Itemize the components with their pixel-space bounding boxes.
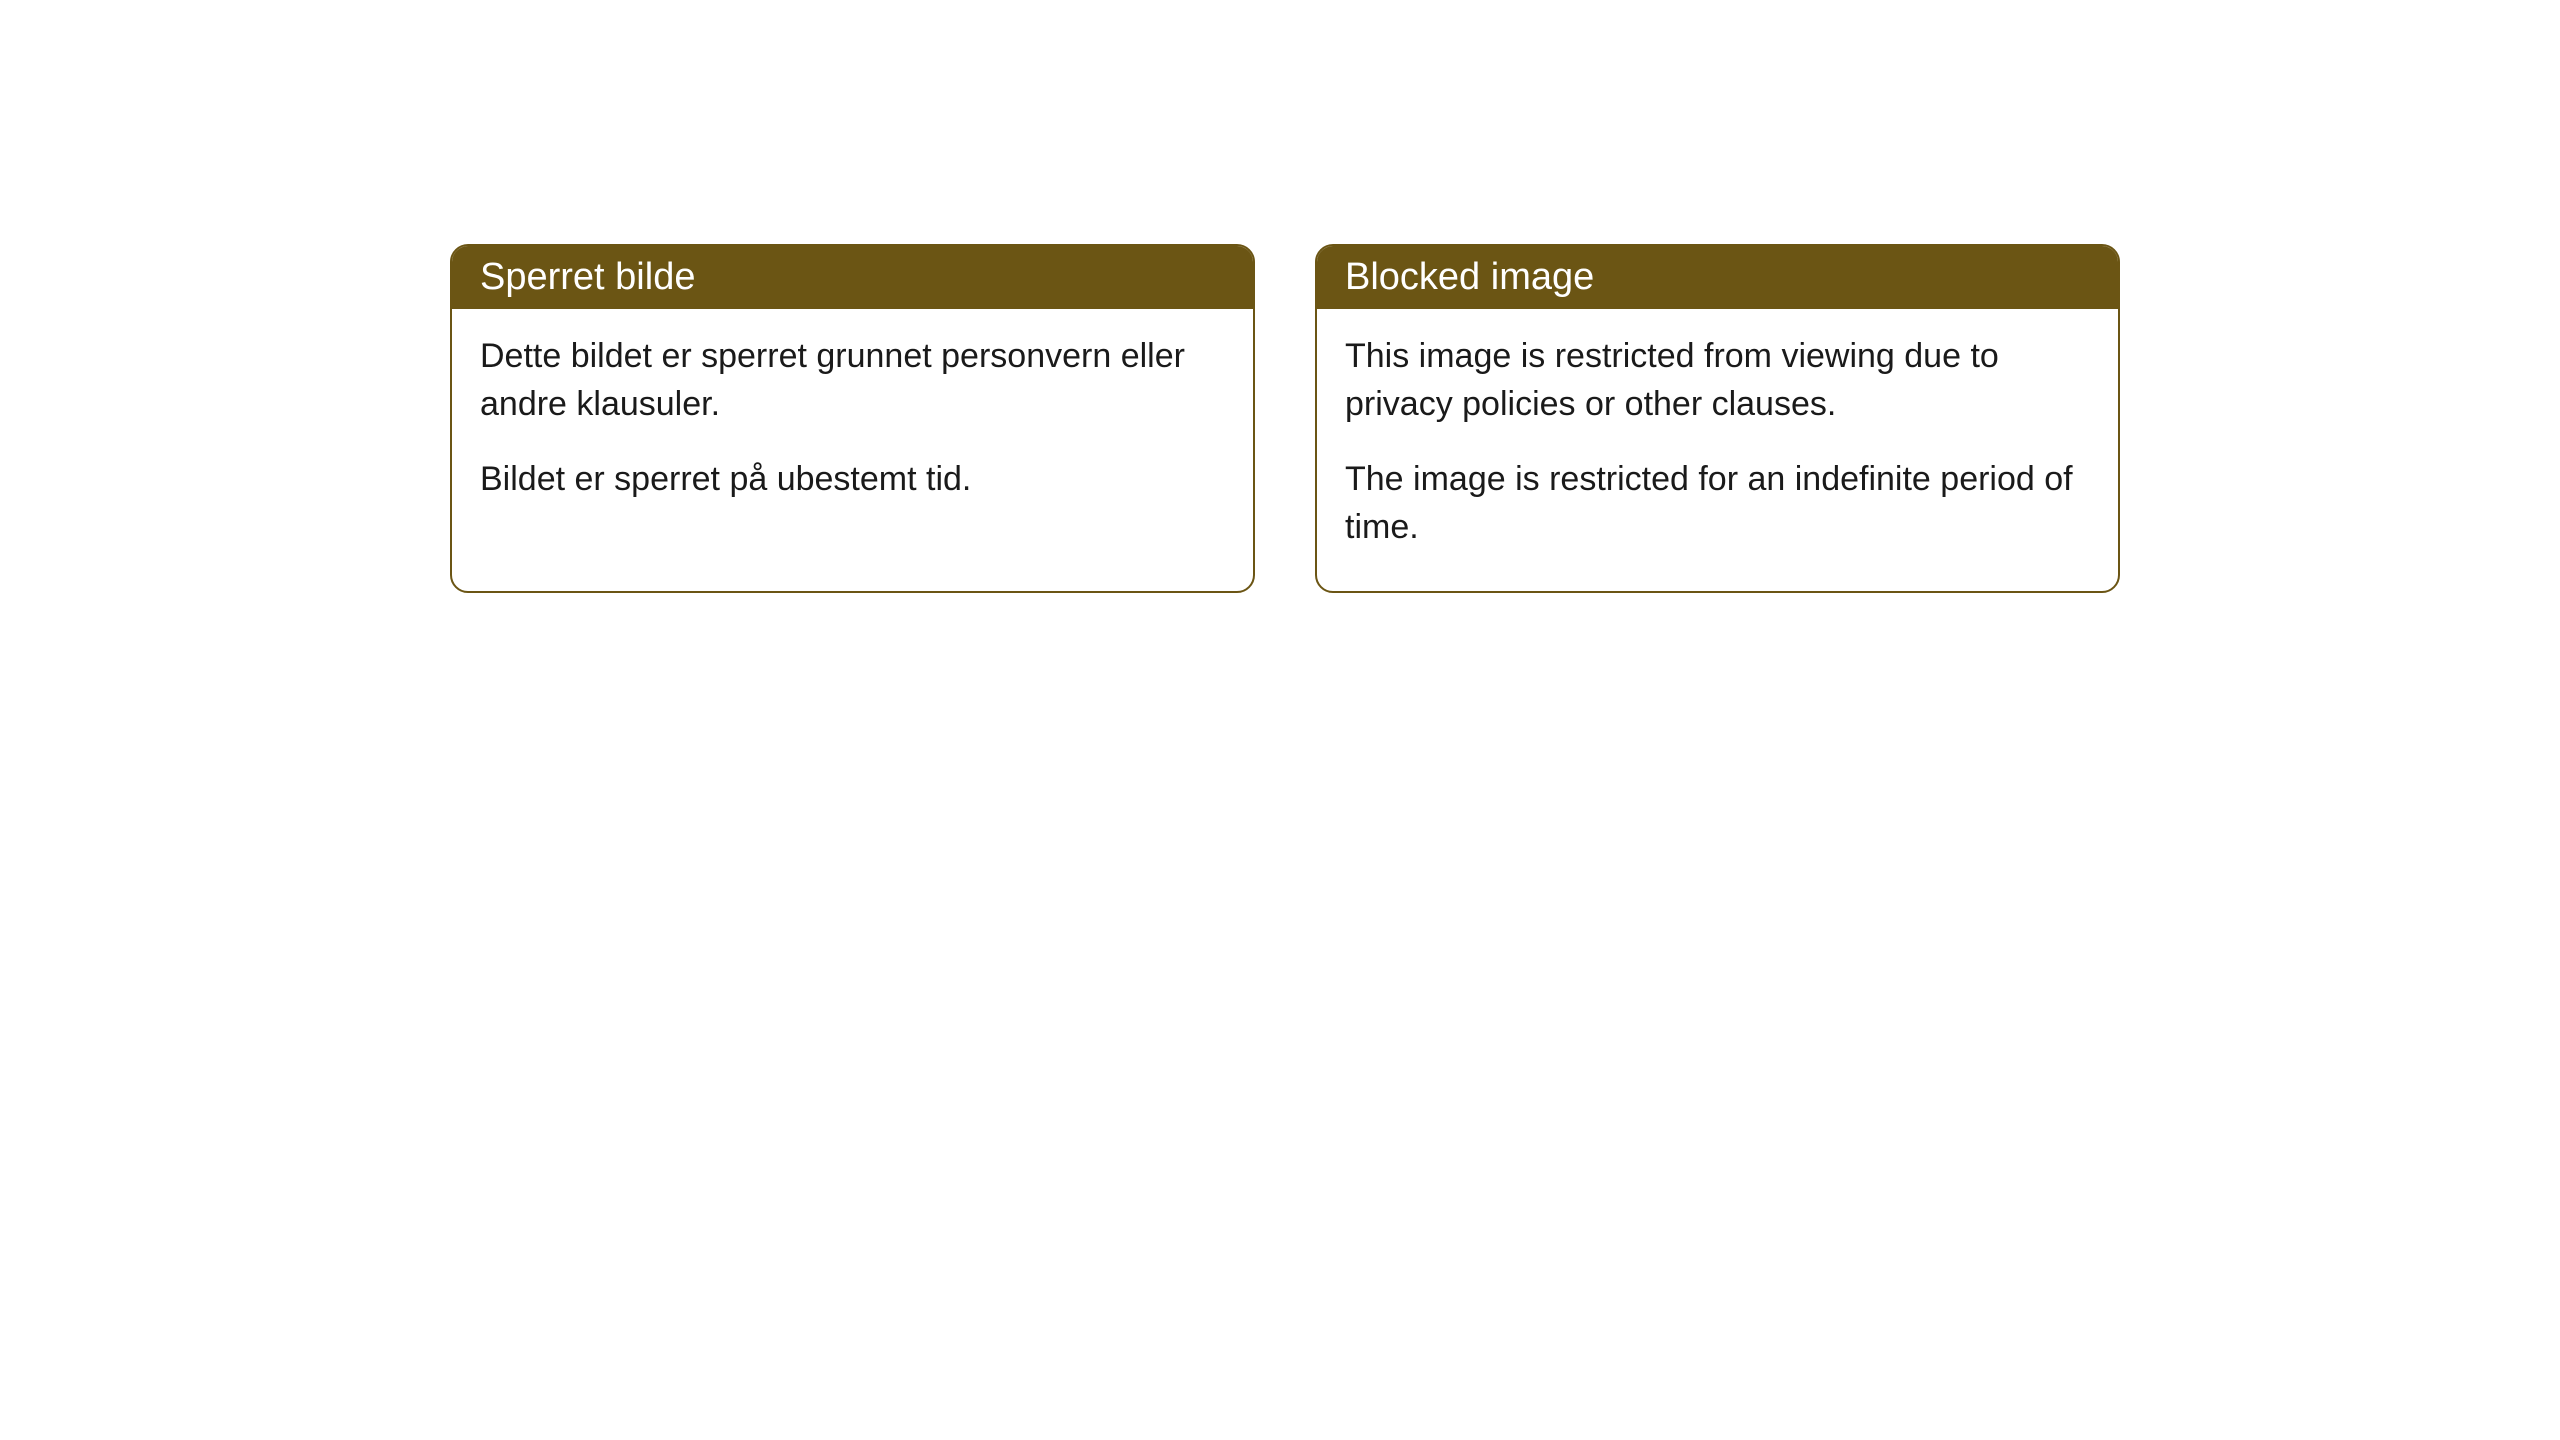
- card-paragraph: The image is restricted for an indefinit…: [1345, 456, 2090, 551]
- card-header: Blocked image: [1317, 246, 2118, 309]
- card-paragraph: Dette bildet er sperret grunnet personve…: [480, 333, 1225, 428]
- card-paragraph: This image is restricted from viewing du…: [1345, 333, 2090, 428]
- card-title: Blocked image: [1345, 256, 1594, 298]
- card-container: Sperret bilde Dette bildet er sperret gr…: [0, 0, 2560, 593]
- blocked-image-card-english: Blocked image This image is restricted f…: [1315, 244, 2120, 593]
- card-body: This image is restricted from viewing du…: [1317, 309, 2118, 591]
- blocked-image-card-norwegian: Sperret bilde Dette bildet er sperret gr…: [450, 244, 1255, 593]
- card-body: Dette bildet er sperret grunnet personve…: [452, 309, 1253, 544]
- card-title: Sperret bilde: [480, 256, 695, 298]
- card-header: Sperret bilde: [452, 246, 1253, 309]
- card-paragraph: Bildet er sperret på ubestemt tid.: [480, 456, 1225, 504]
